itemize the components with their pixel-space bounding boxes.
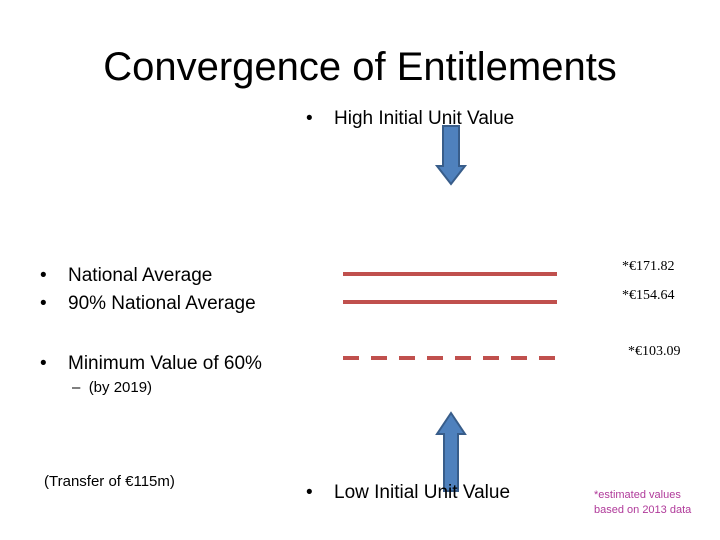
left-bullet-1: • National Average bbox=[40, 264, 212, 288]
sub-bullet-text: (by 2019) bbox=[88, 379, 153, 396]
left-bullet-1-text: National Average bbox=[68, 265, 213, 286]
bottom-bullet: • Low Initial Unit Value bbox=[306, 481, 510, 505]
left-bullet-2: • 90% National Average bbox=[40, 292, 256, 316]
slide-title: Convergence of Entitlements bbox=[103, 45, 617, 89]
bullet-marker: • bbox=[306, 482, 313, 503]
top-bullet-text: High Initial Unit Value bbox=[334, 108, 515, 129]
sub-bullet-marker: – bbox=[72, 379, 81, 396]
value-label-ninety-percent: *€154.64 bbox=[622, 288, 675, 303]
sub-bullet: – (by 2019) bbox=[72, 378, 152, 398]
value-label-minimum: *€103.09 bbox=[628, 344, 681, 359]
arrow-up-icon bbox=[435, 411, 467, 492]
arrow-down-icon bbox=[434, 125, 468, 186]
bullet-marker: • bbox=[40, 293, 47, 314]
bottom-bullet-text: Low Initial Unit Value bbox=[334, 482, 511, 503]
bullet-marker: • bbox=[40, 265, 47, 286]
left-bullet-3-text: Minimum Value of 60% bbox=[68, 353, 262, 374]
level-lines bbox=[343, 272, 557, 360]
bullet-marker: • bbox=[40, 353, 47, 374]
left-bullet-2-text: 90% National Average bbox=[68, 293, 256, 314]
value-label-national-average: *€171.82 bbox=[622, 259, 675, 274]
footnote: *estimated values based on 2013 data bbox=[594, 489, 692, 516]
transfer-note: (Transfer of €115m) bbox=[44, 473, 175, 490]
top-bullet: • High Initial Unit Value bbox=[306, 107, 514, 131]
left-bullet-3: • Minimum Value of 60% bbox=[40, 352, 262, 376]
bullet-marker: • bbox=[306, 108, 313, 129]
